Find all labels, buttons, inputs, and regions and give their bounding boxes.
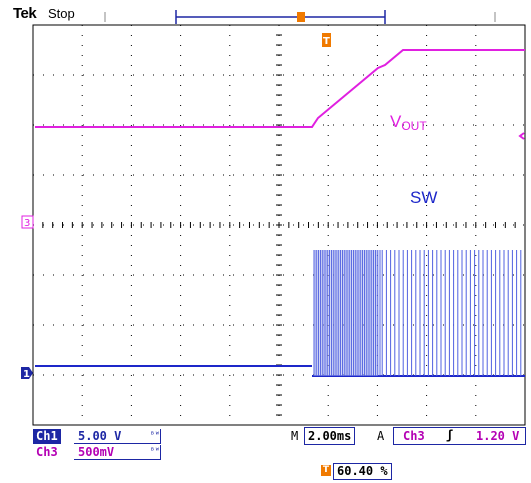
trigger-level-arrow[interactable]	[518, 132, 525, 140]
trigger-position-icon: T	[321, 465, 331, 476]
ch3-scale[interactable]: 500mV	[78, 445, 115, 459]
ch1-coupling-icon: ᴮᵂ	[150, 430, 160, 439]
trigger-slope-icon: ʃ	[446, 428, 454, 442]
trigger-level: 1.20 V	[476, 429, 520, 443]
timebase-value[interactable]: 2.00ms	[304, 427, 356, 445]
brand-logo: Tek	[13, 5, 37, 22]
trigger-readout-box[interactable]	[393, 427, 526, 445]
ch3-vout-trace	[35, 49, 525, 128]
readout-panel: Ch1 5.00 V ᴮᵂ Ch3 500mV ᴮᵂ M 2.00ms A Ch…	[0, 426, 531, 483]
trigger-mode: A	[377, 429, 385, 443]
ch1-label[interactable]: Ch1	[33, 429, 61, 444]
vout-label-sub: OUT	[401, 119, 427, 133]
top-status-bar: Tek Stop	[0, 0, 531, 22]
ch3-marker-text: 3	[24, 218, 30, 229]
trigger-marker-text: T	[323, 36, 330, 47]
record-position-bar[interactable]	[104, 10, 496, 24]
ch1-level-marker[interactable]: 1	[21, 367, 33, 380]
trigger-position-value[interactable]: 60.40 %	[333, 463, 392, 480]
acquisition-state: Stop	[48, 6, 75, 21]
record-trigger-marker	[297, 12, 305, 22]
trigger-position-marker[interactable]: T	[322, 33, 331, 47]
ch1-scale[interactable]: 5.00 V	[78, 429, 122, 443]
trigger-source: Ch3	[403, 429, 425, 443]
ch3-label[interactable]: Ch3	[36, 445, 58, 459]
timebase-prefix: M	[291, 429, 299, 443]
ch1-scale-box	[74, 429, 161, 444]
ch1-marker-text: 1	[23, 369, 30, 380]
sw-label: SW	[410, 188, 438, 207]
ch3-coupling-icon: ᴮᵂ	[150, 446, 160, 455]
ch1-sw-trace	[35, 250, 525, 377]
ch3-level-marker[interactable]: 3	[21, 215, 34, 229]
vout-label: VOUT	[390, 112, 427, 133]
vout-label-main: V	[390, 112, 402, 131]
ch3-scale-box	[74, 445, 161, 460]
